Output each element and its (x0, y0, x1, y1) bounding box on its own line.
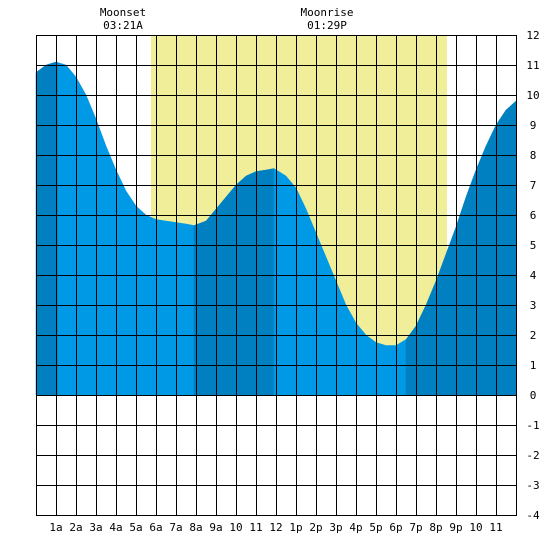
x-tick-label: 11 (489, 521, 502, 534)
y-tick-label: -2 (526, 449, 539, 462)
y-tick-label: 6 (530, 209, 537, 222)
x-tick-label: 1a (49, 521, 62, 534)
x-tick-label: 5a (129, 521, 142, 534)
y-tick-label: 0 (530, 389, 537, 402)
x-tick-label: 3p (329, 521, 342, 534)
moonrise-label: Moonrise (301, 6, 354, 19)
x-tick-label: 9p (449, 521, 462, 534)
y-tick-label: 7 (530, 179, 537, 192)
y-tick-label: -3 (526, 479, 539, 492)
y-tick-label: 8 (530, 149, 537, 162)
x-tick-label: 2p (309, 521, 322, 534)
x-tick-label: 4a (109, 521, 122, 534)
x-tick-label: 4p (349, 521, 362, 534)
y-tick-label: 11 (526, 59, 539, 72)
x-tick-label: 5p (369, 521, 382, 534)
x-tick-label: 1p (289, 521, 302, 534)
y-tick-label: 5 (530, 239, 537, 252)
x-tick-label: 9a (209, 521, 222, 534)
x-tick-label: 10 (229, 521, 242, 534)
y-tick-label: 9 (530, 119, 537, 132)
x-tick-label: 10 (469, 521, 482, 534)
y-tick-label: 2 (530, 329, 537, 342)
y-tick-label: 3 (530, 299, 537, 312)
x-tick-label: 6p (389, 521, 402, 534)
tide-area (35, 61, 517, 396)
moon-events: Moonset 03:21A Moonrise 01:29P (100, 6, 354, 32)
tide-segment (57, 62, 195, 396)
x-tick-label: 3a (89, 521, 102, 534)
tide-segment (273, 168, 407, 396)
y-tick-label: -1 (526, 419, 539, 432)
y-tick-label: 1 (530, 359, 537, 372)
plot-border (36, 35, 517, 516)
y-tick-label: 10 (526, 89, 539, 102)
x-tick-label: 7p (409, 521, 422, 534)
moonset-label: Moonset (100, 6, 146, 19)
x-tick-label: 11 (249, 521, 262, 534)
y-tick-label: 12 (526, 29, 539, 42)
tide-segment (35, 61, 59, 396)
x-tick-label: 6a (149, 521, 162, 534)
moonset-time: 03:21A (103, 19, 143, 32)
x-tick-label: 12 (269, 521, 282, 534)
y-tick-label: -4 (526, 509, 540, 522)
x-tick-label: 8a (189, 521, 202, 534)
x-tick-label: 8p (429, 521, 442, 534)
x-tick-label: 7a (169, 521, 182, 534)
tide-segment (405, 100, 517, 396)
moonrise-time: 01:29P (307, 19, 347, 32)
y-tick-label: 4 (530, 269, 537, 282)
grid (36, 35, 517, 516)
x-tick-label: 2a (69, 521, 82, 534)
x-axis-labels: 1a 2a 3a 4a 5a 6a 7a 8a 9a 10 11 12 1p 2p 3p 4p 5p 6p 7p 8p… (49, 521, 502, 534)
